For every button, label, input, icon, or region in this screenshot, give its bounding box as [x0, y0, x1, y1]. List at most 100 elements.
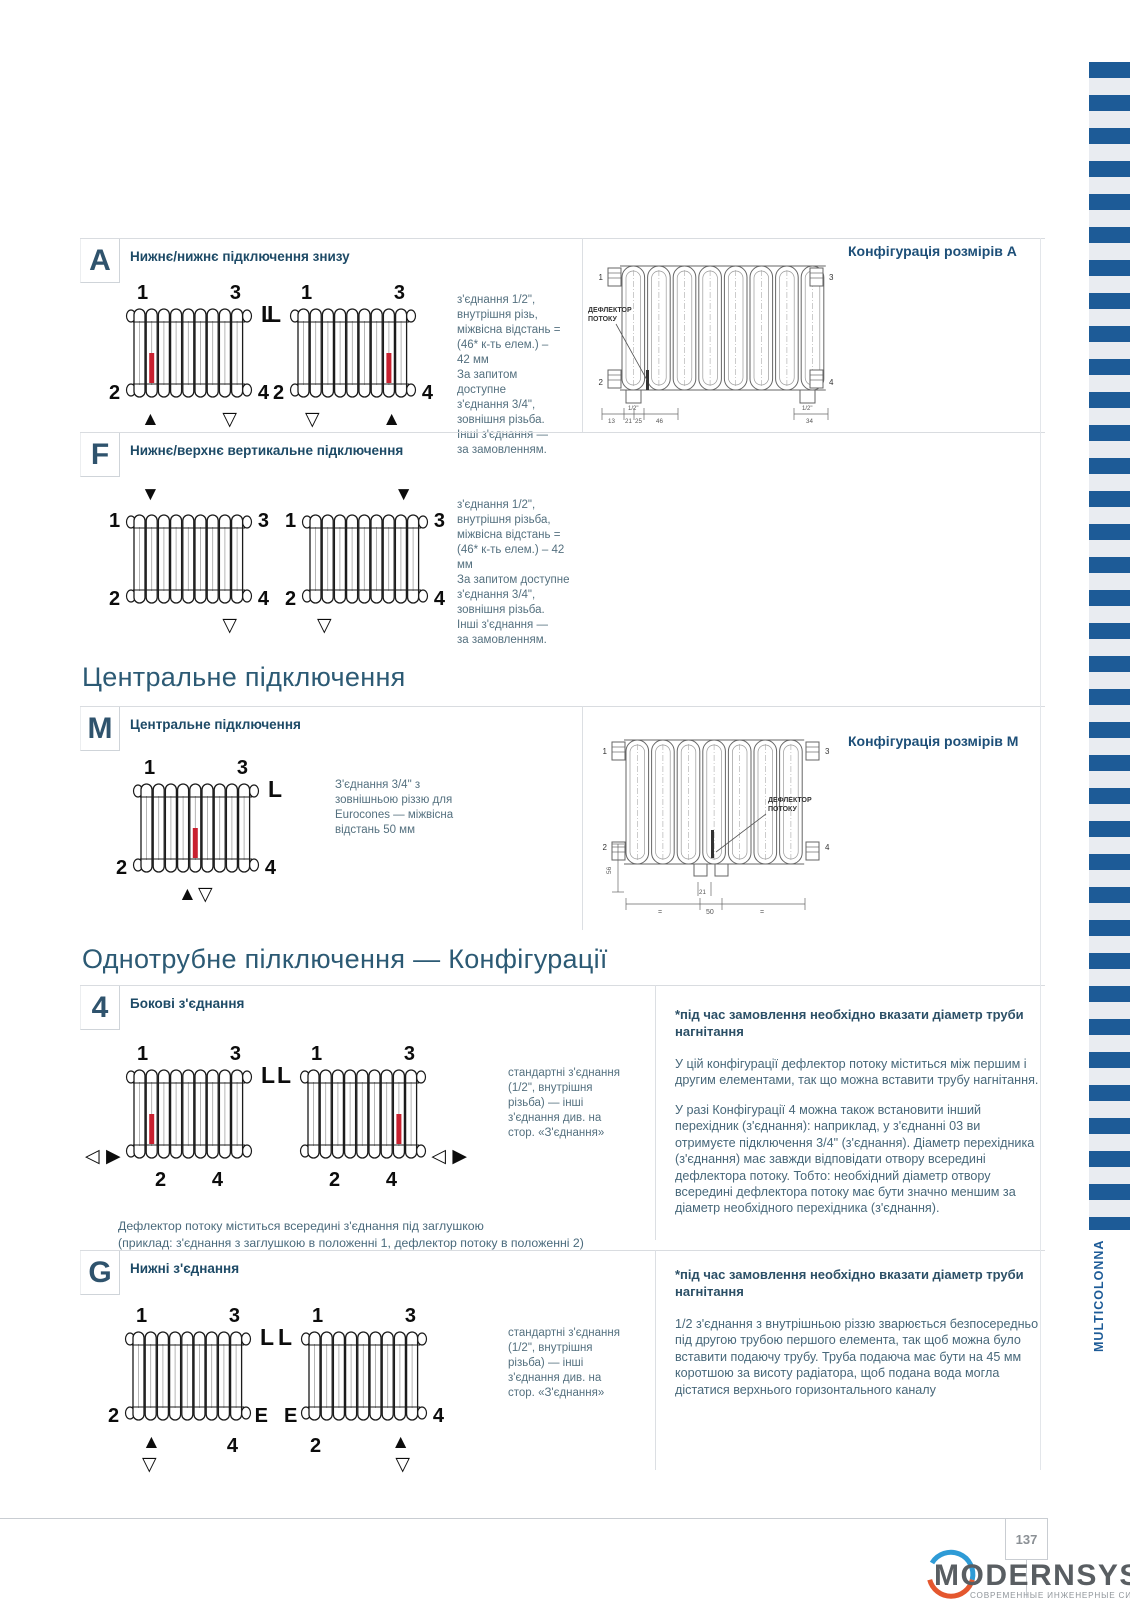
connection-label-top-right: 3 — [404, 1305, 416, 1327]
connection-label-top-right: 3 — [433, 510, 445, 532]
connection-label-top-left: 1 — [136, 1305, 148, 1327]
radiator-schematic-g2: 1 3 E 4 L 2 ▲ ▽ — [278, 1306, 444, 1474]
connection-label-bottom-left: 2 — [116, 857, 128, 879]
supply-arrow-icon: ▲ — [141, 409, 160, 430]
length-label: L — [267, 776, 282, 802]
section-4-footnote: Дефлектор потоку міститься всередині з'є… — [118, 1219, 584, 1250]
connection-label-bottom-left: 2 — [108, 1405, 120, 1427]
section-m-title: Центральне підключення — [130, 717, 301, 732]
radiator-body — [289, 308, 417, 398]
connection-label-top-right: 3 — [393, 282, 405, 304]
return-arrow-icon: ▽ — [222, 409, 237, 430]
supply-arrow-icon: ▶ — [106, 1146, 121, 1167]
radiator-body — [124, 1331, 252, 1421]
section-a-title: Нижнє/нижнє підключення знизу — [130, 249, 350, 264]
deflector-leader-line — [615, 323, 648, 381]
dim-eq-left: = — [658, 909, 662, 916]
radiator-body — [132, 783, 260, 873]
tech-drawing-config-a: 1 3 2 4 ДЕФЛЕКТОР ПОТОКУ 1/2" 1/2" 13 21… — [588, 265, 834, 425]
footer-rule — [0, 1518, 1005, 1519]
config-a-corner-3: 3 — [829, 273, 834, 282]
section-4-paragraph-1: У цій конфігурації дефлектор потоку міст… — [675, 1057, 1039, 1088]
return-arrow-icon: ▽ — [142, 1454, 157, 1475]
radiator-schematic-f1: 1 3 2 4 ▼ ▽ — [109, 485, 269, 635]
connection-label-bottom-right: 4 — [433, 588, 445, 610]
dim-50: 50 — [706, 909, 714, 916]
footer-crop-line — [1026, 1560, 1027, 1598]
section-m-inner-divider — [582, 706, 583, 930]
connection-label-bottom-right: 4 — [264, 857, 276, 879]
supply-arrow-icon: ▶ — [452, 1146, 467, 1167]
section-f-letter-label: F — [90, 437, 110, 471]
length-label: L — [278, 1324, 293, 1350]
connection-label-bottom-right: E — [254, 1405, 268, 1427]
section-4-letter: 4 — [80, 986, 120, 1030]
section-f-title: Нижнє/верхнє вертикальне підключення — [130, 443, 404, 458]
supply-arrow-icon: ▲ — [178, 884, 197, 905]
config-m-corner-3: 3 — [825, 747, 830, 756]
connection-label-top-left: 1 — [301, 282, 313, 304]
section-g-paragraph-1: 1/2 з'єднання з внутрішньою різзю зварює… — [675, 1317, 1039, 1397]
section-4-note: *під час замовлення необхідно вказати ді… — [675, 1007, 1024, 1039]
section-g-note: *під час замовлення необхідно вказати ді… — [675, 1267, 1024, 1299]
connection-label-extra: 2 — [310, 1435, 322, 1457]
radiator-schematic-m: 1 3 2 4 L ▲ ▽ — [116, 758, 282, 904]
length-label: L — [260, 301, 275, 327]
section-4-description: стандартні з'єднання (1/2", внутрішня рі… — [508, 1067, 620, 1139]
section-a-divider — [80, 238, 1045, 239]
return-arrow-icon: ◁ — [85, 1146, 100, 1167]
section-m-letter: M — [80, 707, 120, 751]
connection-label-bottom-left: 2 — [109, 382, 121, 404]
section-a-inner-divider — [582, 238, 583, 432]
connection-label-top-left: 1 — [137, 282, 149, 304]
radiator-schematic-a2: 1 3 2 4 L ▽ ▲ — [267, 283, 433, 429]
connection-label-bottom-right: 4 — [211, 1169, 223, 1191]
supply-arrow-icon: ▼ — [141, 484, 160, 505]
connection-label-bottom-left: 2 — [285, 588, 297, 610]
section-a-letter-label: A — [89, 243, 111, 277]
return-arrow-icon: ▽ — [198, 884, 213, 905]
side-stripes-decoration — [1089, 62, 1130, 1230]
radiator-body — [125, 1069, 253, 1159]
radiator-body — [300, 1331, 428, 1421]
connection-label-bottom-right: 4 — [257, 588, 269, 610]
return-arrow-icon: ▽ — [222, 615, 237, 636]
config-m-corner-2: 2 — [603, 843, 608, 852]
connection-label-top-left: 1 — [312, 1305, 324, 1327]
return-arrow-icon: ◁ — [431, 1146, 446, 1167]
config-a-corner-2: 2 — [599, 378, 604, 387]
section-4-letter-label: 4 — [91, 990, 109, 1024]
dim-half-inch-left: 1/2" — [628, 406, 638, 412]
section-g-divider — [80, 1250, 1045, 1251]
section-4-title: Бокові з'єднання — [130, 996, 245, 1011]
modernsys-logo: MODERNSYS СОВРЕМЕННЫЕ ИНЖЕНЕРНЫЕ СИСТЕМЫ — [927, 1549, 1130, 1600]
section-g-title: Нижні з'єднання — [130, 1261, 240, 1276]
section-a-description: з'єднання 1/2", внутрішня різь, міжвісна… — [457, 294, 561, 456]
radiator-schematic-a1: 1 3 2 4 L ▲ ▽ — [109, 283, 275, 429]
config-m-corner-4: 4 — [825, 843, 830, 852]
section-m-description: З'єднання 3/4" з зовнішньою різзю для Eu… — [335, 779, 454, 836]
connection-label-bottom-left: 2 — [329, 1169, 341, 1191]
heading-central-connection: Центральне підключення — [82, 662, 406, 692]
section-4-divider — [80, 985, 1045, 986]
connection-label-bottom-left: 2 — [273, 382, 285, 404]
connection-label-top-left: 1 — [311, 1043, 323, 1065]
supply-arrow-icon: ▼ — [394, 484, 413, 505]
radiator-schematic-f2: 1 3 2 4 ▼ ▽ — [285, 485, 445, 635]
connection-label-top-left: 1 — [144, 757, 156, 779]
connection-label-top-right: 3 — [403, 1043, 415, 1065]
section-4-paragraph-2: У разі Конфігурації 4 можна також встано… — [675, 1103, 1035, 1216]
dim-21: 21 — [625, 418, 632, 425]
dim-25: 25 — [635, 418, 642, 425]
return-arrow-icon: ▽ — [305, 409, 320, 430]
connection-label-top-left: 1 — [137, 1043, 149, 1065]
page-number-box: 137 — [1005, 1518, 1048, 1560]
dim-21: 21 — [699, 889, 706, 896]
side-tab-multicolonna: MULTICOLONNA — [1092, 1239, 1106, 1352]
section-f-divider — [80, 432, 1045, 433]
section-m-config-title: Конфігурація розмірів М — [848, 733, 1019, 749]
section-g-letter: G — [80, 1251, 120, 1295]
content-right-border — [1040, 238, 1041, 1470]
radiator-schematic-g1: 1 3 2 E L 4 ▲ ▽ — [108, 1306, 274, 1474]
supply-arrow-icon: ▲ — [391, 1432, 410, 1453]
